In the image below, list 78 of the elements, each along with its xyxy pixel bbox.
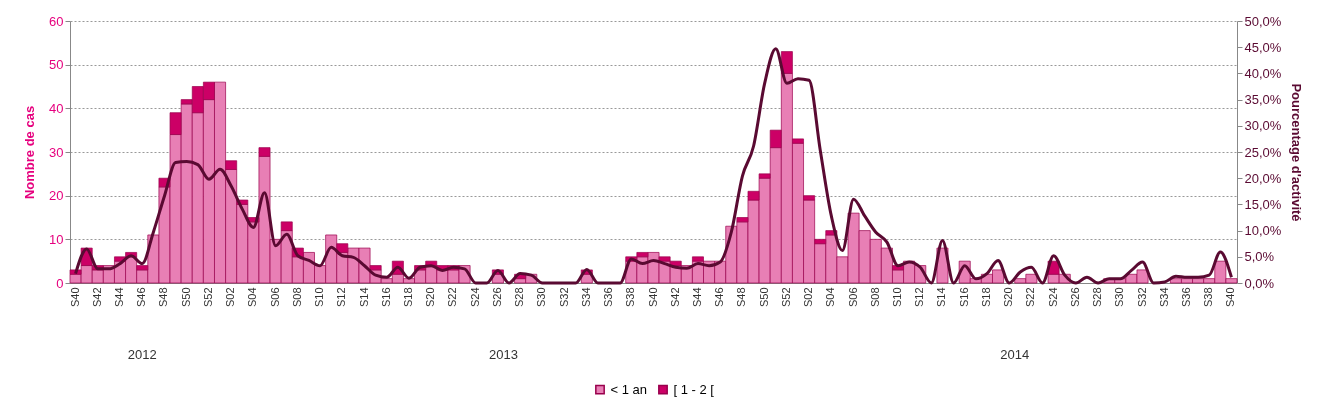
x-tick-label: S18 (979, 287, 992, 308)
text: 2014 (1000, 347, 1030, 362)
x-tick-label: S12 (335, 287, 348, 308)
y-tick-label: 50 (49, 57, 64, 73)
y-tick-label: 30 (49, 144, 64, 160)
x-tick-label: S14 (935, 287, 948, 308)
x-tick-label: S34 (1157, 287, 1170, 308)
x-tick-label: S24 (1046, 287, 1059, 308)
x-tick-label: S42 (668, 287, 681, 308)
x-tick-label: S44 (690, 287, 703, 308)
x-tick-label: S06 (846, 287, 859, 308)
x-tick-label: S26 (1068, 287, 1081, 308)
y-tick-label: 10 (49, 231, 64, 247)
x-tick-label: S06 (268, 287, 281, 308)
x-tick-label: S02 (802, 287, 815, 308)
x-tick-label: S10 (891, 287, 904, 308)
x-tick-label: S52 (201, 287, 214, 308)
y-axis-title: Nombre de cas (22, 105, 38, 200)
x-tick-label: S04 (246, 287, 259, 308)
x-tick-label: S36 (602, 287, 615, 308)
y2-tick-label: 20,0% (1244, 170, 1282, 186)
y2-tick-label: 40,0% (1244, 65, 1282, 81)
y2-tick-label: 30,0% (1244, 118, 1282, 134)
x-tick-label: S08 (868, 287, 881, 308)
x-tick-label: S24 (468, 287, 481, 308)
legend-label: < 1 an (610, 381, 648, 397)
y2-tick-label: 50,0% (1244, 13, 1282, 29)
y-tick-label: 40 (49, 100, 64, 116)
y-tick-label: 20 (49, 188, 64, 204)
y2-axis-title: Pourcentage d'activité (1289, 83, 1305, 222)
x-tick-label: S04 (824, 287, 837, 308)
x-tick-label: S40 (1224, 287, 1237, 308)
y2-tick-label: 5,0% (1244, 249, 1275, 265)
x-tick-label: S40 (646, 287, 659, 308)
x-tick-label: S26 (490, 287, 503, 308)
x-tick-label: S38 (624, 287, 637, 308)
y2-tick-label: 0,0% (1244, 275, 1275, 291)
x-tick-label: S08 (290, 287, 303, 308)
x-tick-label: S34 (579, 287, 592, 308)
y2-tick-label: 15,0% (1244, 196, 1282, 212)
y2-tick-label: 45,0% (1244, 39, 1282, 55)
x-tick-label: S18 (401, 287, 414, 308)
y2-tick-label: 10,0% (1244, 223, 1282, 239)
x-tick-label: S30 (535, 287, 548, 308)
x-tick-label: S48 (157, 287, 170, 308)
x-tick-label: S14 (357, 287, 370, 308)
x-tick-label: S46 (135, 287, 148, 308)
y-tick-label: 60 (49, 13, 64, 29)
x-tick-label: S36 (1179, 287, 1192, 308)
x-tick-label: S10 (313, 287, 326, 308)
y2-tick-label: 25,0% (1244, 144, 1282, 160)
y-tick-label: 0 (56, 275, 64, 291)
x-tick-label: S52 (779, 287, 792, 308)
x-tick-label: S20 (424, 287, 437, 308)
text: 2013 (489, 347, 518, 362)
x-tick-label: S46 (713, 287, 726, 308)
x-tick-label: S30 (1113, 287, 1126, 308)
legend-label: [ 1 - 2 [ (673, 381, 715, 397)
x-tick-label: S22 (1024, 287, 1037, 308)
x-tick-label: S20 (1002, 287, 1015, 308)
x-tick-label: S40 (68, 287, 81, 308)
x-tick-label: S12 (913, 287, 926, 308)
x-tick-label: S50 (179, 287, 192, 308)
x-tick-label: S16 (957, 287, 970, 308)
x-tick-label: S28 (1091, 287, 1104, 308)
x-tick-label: S50 (757, 287, 770, 308)
x-tick-label: S02 (224, 287, 237, 308)
text: 2012 (127, 347, 157, 362)
x-tick-label: S22 (446, 287, 459, 308)
x-tick-label: S28 (513, 287, 526, 308)
y2-tick-label: 35,0% (1244, 92, 1282, 108)
x-tick-label: S32 (557, 287, 570, 308)
x-tick-label: S42 (90, 287, 103, 308)
x-tick-label: S44 (113, 287, 126, 308)
x-tick-label: S38 (1202, 287, 1215, 308)
x-tick-label: S48 (735, 287, 748, 308)
x-tick-label: S16 (379, 287, 392, 308)
x-tick-label: S32 (1135, 287, 1148, 308)
